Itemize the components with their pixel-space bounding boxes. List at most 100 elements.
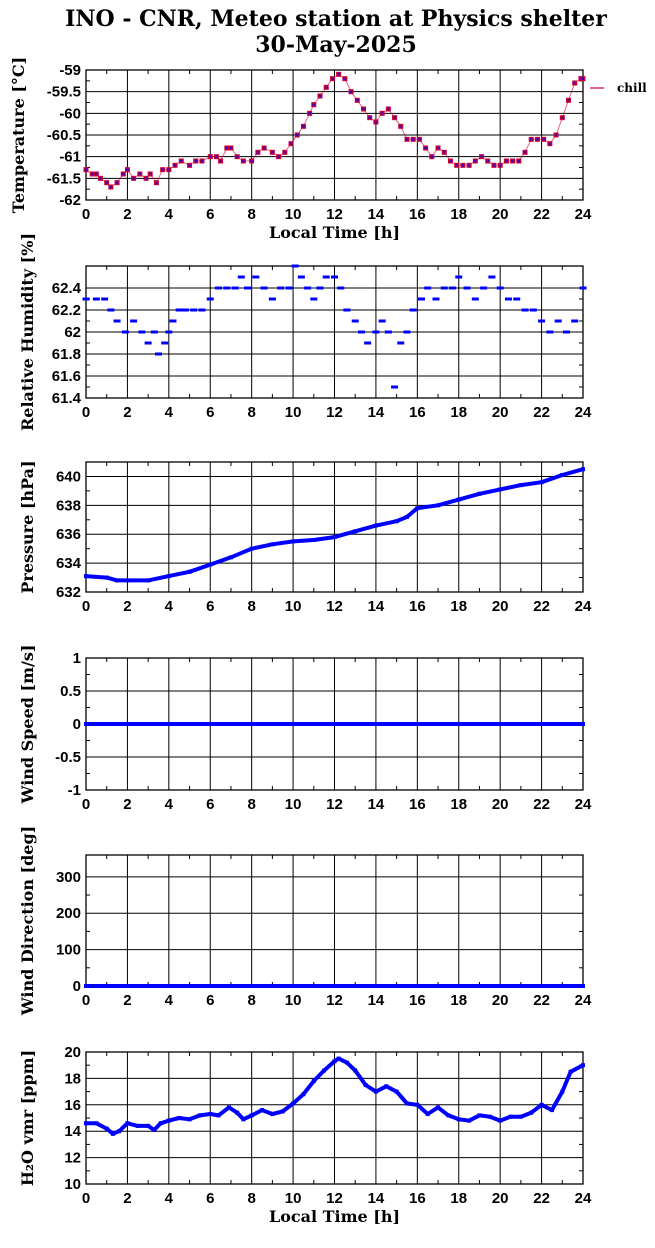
y-axis-label: Temperature [°C] (9, 57, 28, 213)
y-axis-label: Wind Speed [m/s] (18, 645, 37, 805)
x-tick-label: 22 (533, 1190, 550, 1207)
data-point (197, 1113, 202, 1118)
x-tick-label: 24 (575, 598, 592, 615)
data-point (208, 1112, 213, 1117)
data-point (260, 1108, 265, 1113)
y-axis-label: Relative Humidity [%] (18, 233, 37, 431)
x-tick-label: 18 (450, 598, 467, 615)
data-point (378, 319, 386, 323)
data-point (513, 297, 521, 301)
x-tick-label: 20 (492, 598, 509, 615)
x-tick-label: 8 (247, 796, 255, 813)
x-tick-label: 14 (368, 206, 385, 223)
data-point (107, 308, 115, 312)
data-point (397, 341, 405, 345)
y-tick-label: 638 (56, 497, 81, 514)
data-point (403, 330, 411, 334)
x-tick-label: 8 (247, 992, 255, 1009)
y-tick-label: 0 (73, 978, 81, 995)
data-point (336, 1056, 341, 1061)
data-point (297, 275, 305, 279)
y-tick-label: -59 (59, 62, 81, 79)
y-tick-label: -1 (68, 782, 81, 799)
data-point (208, 562, 213, 567)
data-point (94, 1121, 99, 1126)
data-point (175, 308, 183, 312)
data-point (518, 1114, 523, 1119)
data-point (384, 330, 392, 334)
data-point (415, 506, 420, 511)
data-point (84, 574, 88, 579)
data-point (581, 984, 585, 988)
x-tick-label: 10 (285, 404, 302, 421)
data-point (364, 341, 372, 345)
data-point (487, 1114, 492, 1119)
data-point (241, 1117, 246, 1122)
data-point (415, 1102, 420, 1107)
data-point (154, 352, 162, 356)
data-point (488, 275, 496, 279)
data-point (104, 575, 109, 580)
x-tick-label: 6 (206, 992, 214, 1009)
data-point (373, 1089, 378, 1094)
panels-group: 0 2 4 6 8 10 12 14 16 18 20 22 24-59-59.5-60-60.5-61… (9, 57, 647, 1226)
data-point (344, 1060, 349, 1065)
y-tick-label: -62 (59, 192, 81, 209)
legend-label: chill (617, 81, 647, 95)
x-tick-label: 22 (533, 206, 550, 223)
data-point (110, 1131, 115, 1136)
data-point (177, 1116, 182, 1120)
data-point (187, 1117, 192, 1122)
x-tick-label: 12 (326, 796, 343, 813)
x-tick-label: 8 (247, 206, 255, 223)
x-tick-label: 20 (492, 206, 509, 223)
data-point (92, 297, 100, 301)
data-point (84, 168, 88, 171)
data-point (404, 514, 409, 519)
data-point (455, 275, 463, 279)
x-tick-label: 20 (492, 992, 509, 1009)
data-point (158, 1121, 163, 1126)
data-point (181, 308, 189, 312)
x-tick-label: 2 (123, 1190, 131, 1207)
data-point (581, 1063, 585, 1068)
data-point (357, 330, 365, 334)
x-axis-label: Local Time [h] (269, 1207, 400, 1226)
y-tick-label: 634 (56, 555, 82, 572)
x-tick-label: 16 (409, 796, 426, 813)
y-tick-label: 61.6 (52, 368, 81, 385)
data-point (498, 487, 503, 492)
y-tick-label: 10 (64, 1176, 81, 1193)
data-point (467, 1118, 472, 1123)
y-axis-label: Wind Direction [deg] (18, 826, 37, 1017)
data-point (539, 480, 544, 485)
x-tick-label: 8 (247, 404, 255, 421)
x-tick-label: 0 (82, 796, 90, 813)
data-point (440, 286, 448, 290)
data-point (125, 1121, 130, 1126)
x-tick-label: 18 (450, 1190, 467, 1207)
x-tick-label: 16 (409, 598, 426, 615)
y-tick-label: 200 (56, 905, 81, 922)
x-tick-label: 22 (533, 404, 550, 421)
data-point (322, 1068, 327, 1073)
data-point (280, 1109, 285, 1114)
data-point (496, 286, 504, 290)
x-tick-label: 20 (492, 404, 509, 421)
y-tick-label: 61.8 (52, 346, 81, 363)
x-tick-label: 6 (206, 598, 214, 615)
y-tick-label: 0.5 (60, 683, 81, 700)
data-point (322, 275, 330, 279)
data-point (165, 330, 173, 334)
data-point (456, 497, 461, 502)
data-point (130, 319, 138, 323)
y-tick-label: -60 (59, 105, 81, 122)
y-tick-label: 62.4 (52, 280, 82, 297)
y-tick-label: 16 (64, 1097, 81, 1114)
x-tick-label: 24 (575, 796, 592, 813)
y-tick-label: -59.5 (47, 84, 81, 101)
data-point (113, 319, 121, 323)
y-tick-label: 20 (64, 1044, 81, 1061)
